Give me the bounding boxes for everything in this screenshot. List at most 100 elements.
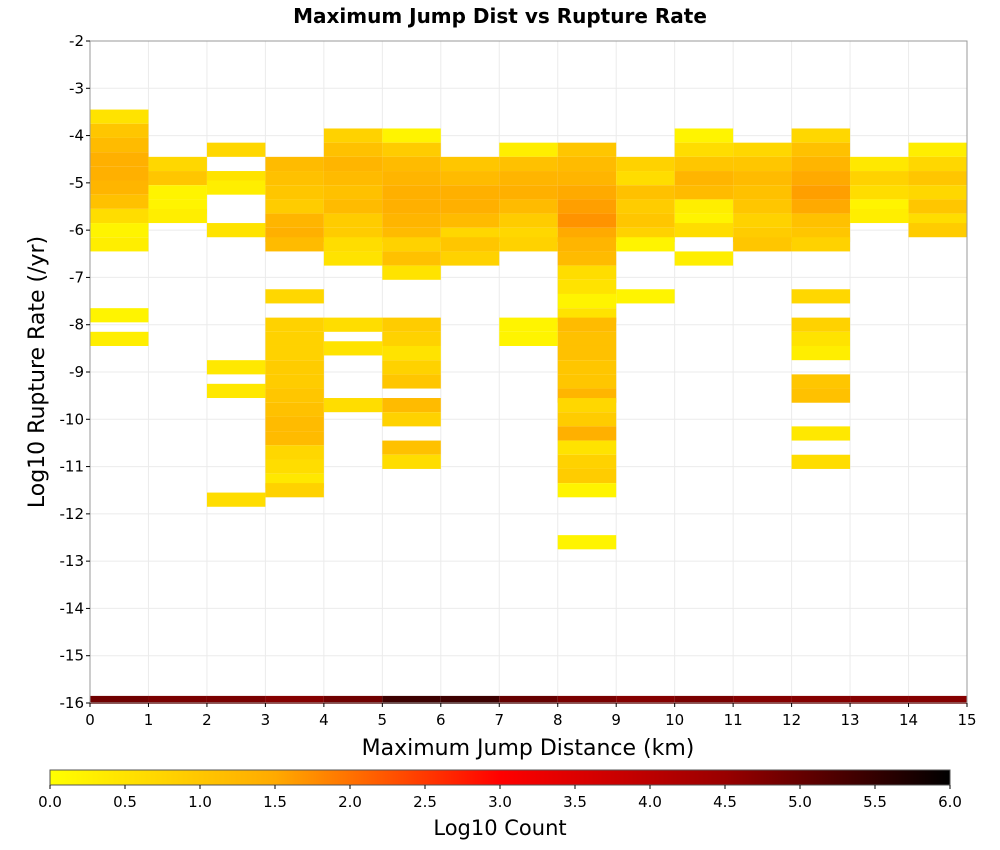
heatmap-cell [206,383,266,399]
heatmap-cell [323,398,383,413]
heatmap-cell [323,128,383,143]
heatmap-cell [382,142,441,157]
colorbar-tick-label: 2.0 [338,793,362,811]
heatmap-cell [908,156,967,172]
y-tick-label: -9 [69,363,84,381]
heatmap-cell [674,199,734,214]
heatmap-cell [382,317,441,332]
y-tick-label: -16 [60,694,85,712]
x-tick-label: 12 [782,711,801,729]
heatmap-cell-bottom-row [148,695,207,704]
heatmap-cell [382,412,441,427]
heatmap-cell [265,483,324,498]
heatmap-cell [557,331,617,346]
colorbar-tick-label: 1.0 [188,793,212,811]
heatmap-cell [499,185,558,200]
heatmap-cell [791,156,851,172]
heatmap-cell-bottom-row [206,695,266,704]
heatmap-cell [382,199,441,214]
heatmap-cell [791,331,851,346]
heatmap-cell [265,416,324,432]
x-tick-label: 9 [611,711,621,729]
x-tick-label: 3 [261,711,271,729]
heatmap-cell-bottom-row [616,695,675,704]
heatmap-cell [557,185,617,200]
heatmap-cell [557,213,617,228]
heatmap-cell [557,426,617,441]
heatmap-cell [265,185,324,200]
y-tick-label: -6 [69,221,84,239]
heatmap-cell [382,345,441,361]
x-axis-title: Maximum Jump Distance (km) [362,736,695,761]
heatmap-cell [557,374,617,389]
heatmap-cell [148,171,207,186]
heatmap-cell [850,208,909,224]
x-tick-label: 6 [436,711,446,729]
heatmap-cell [557,345,617,361]
heatmap-cell [674,142,734,157]
colorbar-tick-label: 5.5 [863,793,887,811]
chart-title: Maximum Jump Dist vs Rupture Rate [293,4,707,28]
heatmap-cell [206,223,266,238]
heatmap-cell [265,431,324,446]
heatmap-cell [323,237,383,252]
heatmap-cell [90,137,149,153]
heatmap-cell [616,199,675,214]
heatmap-cell [557,251,617,266]
heatmap-cell [791,128,851,143]
y-tick-label: -4 [69,127,84,145]
heatmap-cell [616,156,675,172]
colorbar-tick-label: 3.0 [488,793,512,811]
colorbar-tick-label: 6.0 [938,793,962,811]
heatmap-cell [148,185,207,200]
y-tick-label: -2 [69,32,84,50]
heatmap-cell [90,152,149,167]
y-axis-ticks: -2 -3 -4 -5 -6 -7 -8 -9 -10 -11 -12 -13 -14 -15 -16 [60,32,90,712]
heatmap-cell-bottom-row [733,695,792,704]
colorbar-tick-label: 4.0 [638,793,662,811]
heatmap-cell [557,412,617,427]
heatmap-cell [323,171,383,186]
heatmap-cell [323,251,383,266]
y-tick-label: -3 [69,79,84,97]
heatmap-cell [382,331,441,346]
x-tick-label: 4 [319,711,329,729]
heatmap-cell [90,237,149,252]
heatmap-cell [440,213,500,228]
heatmap-cell [206,180,266,195]
heatmap-cell [382,360,441,375]
heatmap-cell [440,199,500,214]
heatmap-cell [90,223,149,238]
heatmap-cell-bottom-row [557,695,617,704]
x-tick-label: 15 [957,711,976,729]
heatmap-cell [265,459,324,474]
heatmap-cell [733,156,792,172]
x-tick-label: 2 [202,711,212,729]
heatmap-cell [499,237,558,252]
y-tick-label: -7 [69,268,84,286]
heatmap-cell [499,199,558,214]
x-tick-label: 14 [899,711,918,729]
heatmap-cell [557,199,617,214]
heatmap-cell [265,171,324,186]
heatmap-cell [850,156,909,172]
heatmap-cell [323,199,383,214]
x-tick-label: 7 [494,711,504,729]
heatmap-cell [90,109,149,124]
heatmap-cell [90,331,149,346]
heatmap-cell [382,128,441,143]
heatmap-cell-bottom-row [265,695,324,704]
heatmap-cell-bottom-row [440,695,500,704]
heatmap-cell [791,426,851,441]
heatmap-cell [557,237,617,252]
heatmap-cell [733,185,792,200]
heatmap-cell [499,331,558,346]
heatmap-cell [791,454,851,469]
heatmap-cell [382,171,441,186]
heatmap-cell [616,185,675,200]
heatmap-cell [557,398,617,413]
heatmap-cell [557,156,617,172]
heatmap-cell [382,237,441,252]
x-axis-ticks: 0 1 2 3 4 5 6 7 8 9 10 11 12 13 14 15 [85,703,977,729]
